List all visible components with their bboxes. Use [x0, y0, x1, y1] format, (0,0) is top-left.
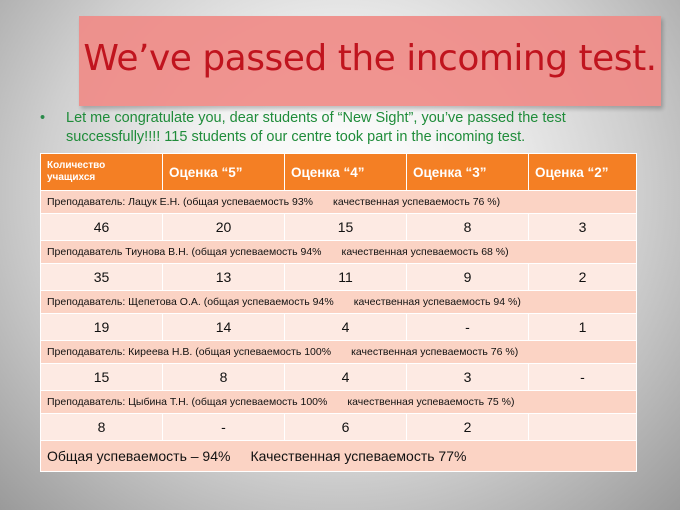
- cell-grade-4: 15: [284, 213, 407, 241]
- teacher-row: Преподаватель: Киреева Н.В. (общая успев…: [40, 340, 637, 364]
- table-row: 46 20 15 8 3: [40, 213, 637, 241]
- teacher-quality: качественная успеваемость 76 %): [333, 196, 501, 208]
- teacher-quality: качественная успеваемость 68 %): [341, 246, 509, 258]
- table-header-row: Количество учащихся Оценка “5” Оценка “4…: [40, 153, 637, 191]
- teacher-quality: качественная успеваемость 76 %): [351, 346, 519, 358]
- summary-row: Общая успеваемость – 94% Качественная усп…: [40, 440, 637, 472]
- cell-grade-2: 2: [528, 263, 637, 291]
- cell-grade-5: 13: [162, 263, 285, 291]
- teacher-cell: Преподаватель: Киреева Н.В. (общая успев…: [40, 340, 637, 364]
- results-table: Количество учащихся Оценка “5” Оценка “4…: [40, 153, 637, 472]
- cell-grade-2: [528, 413, 637, 441]
- cell-grade-5: -: [162, 413, 285, 441]
- header-grade-5: Оценка “5”: [162, 153, 285, 191]
- cell-grade-2: 3: [528, 213, 637, 241]
- teacher-name: Преподаватель: Цыбина Т.Н. (общая успева…: [47, 396, 328, 408]
- teacher-row: Преподаватель: Цыбина Т.Н. (общая успева…: [40, 390, 637, 414]
- intro-text: Let me congratulate you, dear students o…: [66, 110, 566, 145]
- cell-grade-5: 20: [162, 213, 285, 241]
- cell-grade-2: 1: [528, 313, 637, 341]
- cell-grade-3: 2: [406, 413, 529, 441]
- teacher-name: Преподаватель: Щепетова О.А. (общая успе…: [47, 296, 334, 308]
- cell-grade-4: 11: [284, 263, 407, 291]
- cell-grade-3: 3: [406, 363, 529, 391]
- header-grade-3: Оценка “3”: [406, 153, 529, 191]
- header-grade-4: Оценка “4”: [284, 153, 407, 191]
- cell-grade-5: 8: [162, 363, 285, 391]
- cell-count: 15: [40, 363, 163, 391]
- cell-grade-5: 14: [162, 313, 285, 341]
- cell-grade-3: -: [406, 313, 529, 341]
- teacher-name: Преподаватель Тиунова В.Н. (общая успева…: [47, 246, 322, 258]
- teacher-quality: качественная успеваемость 94 %): [353, 296, 521, 308]
- summary-quality: Качественная успеваемость 77%: [250, 448, 467, 464]
- cell-grade-3: 8: [406, 213, 529, 241]
- cell-count: 46: [40, 213, 163, 241]
- teacher-name: Преподаватель: Лацук Е.Н. (общая успевае…: [47, 196, 314, 208]
- cell-grade-2: -: [528, 363, 637, 391]
- cell-grade-4: 4: [284, 313, 407, 341]
- teacher-name: Преподаватель: Киреева Н.В. (общая успев…: [47, 346, 332, 358]
- intro-paragraph: • Let me congratulate you, dear students…: [40, 109, 650, 147]
- summary-overall: Общая успеваемость – 94%: [47, 448, 231, 464]
- slide-title: We’ve passed the incoming test.: [83, 38, 657, 79]
- table-row: 8 - 6 2: [40, 413, 637, 441]
- cell-grade-4: 4: [284, 363, 407, 391]
- table-row: 19 14 4 - 1: [40, 313, 637, 341]
- teacher-cell: Преподаватель: Лацук Е.Н. (общая успевае…: [40, 190, 637, 214]
- title-banner: [79, 16, 661, 106]
- teacher-row: Преподаватель Тиунова В.Н. (общая успева…: [40, 240, 637, 264]
- cell-count: 35: [40, 263, 163, 291]
- table-row: 35 13 11 9 2: [40, 263, 637, 291]
- teacher-cell: Преподаватель: Щепетова О.А. (общая успе…: [40, 290, 637, 314]
- table-row: 15 8 4 3 -: [40, 363, 637, 391]
- summary-cell: Общая успеваемость – 94% Качественная усп…: [40, 440, 637, 472]
- cell-grade-4: 6: [284, 413, 407, 441]
- cell-count: 8: [40, 413, 163, 441]
- header-students-count: Количество учащихся: [40, 153, 163, 191]
- bullet-icon: •: [40, 110, 46, 126]
- cell-count: 19: [40, 313, 163, 341]
- header-grade-2: Оценка “2”: [528, 153, 637, 191]
- teacher-cell: Преподаватель Тиунова В.Н. (общая успева…: [40, 240, 637, 264]
- teacher-cell: Преподаватель: Цыбина Т.Н. (общая успева…: [40, 390, 637, 414]
- teacher-quality: качественная успеваемость 75 %): [347, 396, 515, 408]
- teacher-row: Преподаватель: Щепетова О.А. (общая успе…: [40, 290, 637, 314]
- cell-grade-3: 9: [406, 263, 529, 291]
- teacher-row: Преподаватель: Лацук Е.Н. (общая успевае…: [40, 190, 637, 214]
